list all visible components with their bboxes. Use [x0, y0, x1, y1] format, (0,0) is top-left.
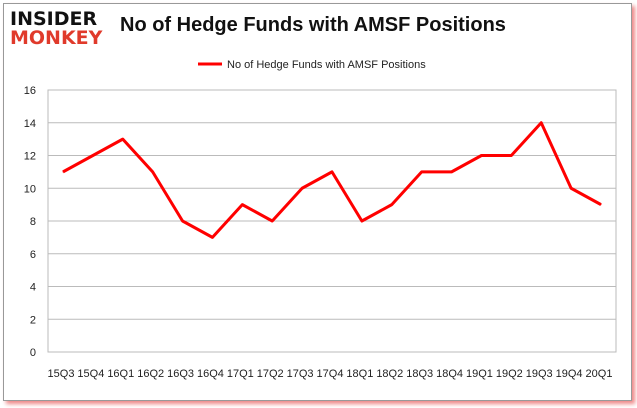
insider-monkey-logo: INSIDER MONKEY [10, 10, 102, 48]
x-tick-label: 17Q2 [257, 368, 284, 380]
x-tick-label: 19Q4 [556, 368, 583, 380]
data-point [62, 171, 64, 173]
x-tick-label: 20Q1 [586, 368, 613, 380]
data-point [570, 187, 572, 189]
data-point [361, 220, 363, 222]
x-tick-label: 18Q3 [406, 368, 433, 380]
x-tick-label: 16Q1 [107, 368, 134, 380]
x-tick-label: 15Q3 [48, 368, 75, 380]
y-tick-label: 16 [24, 85, 36, 97]
x-tick-label: 17Q3 [287, 368, 314, 380]
y-tick-label: 8 [30, 216, 36, 228]
data-point [540, 122, 542, 124]
series-line [62, 121, 602, 239]
data-point [92, 155, 94, 156]
y-tick-label: 6 [30, 249, 36, 261]
y-tick-label: 2 [30, 314, 36, 326]
data-point [271, 220, 273, 222]
data-point [510, 155, 512, 156]
x-tick-label: 18Q4 [436, 368, 463, 380]
data-point [122, 138, 124, 140]
logo-line1: INSIDER [10, 8, 98, 30]
data-point [211, 236, 213, 238]
data-point [480, 155, 482, 156]
data-point [152, 171, 154, 173]
x-tick-label: 16Q4 [197, 368, 224, 380]
x-tick-label: 17Q1 [227, 368, 254, 380]
y-tick-label: 12 [24, 151, 36, 163]
legend-label: No of Hedge Funds with AMSF Positions [227, 59, 426, 71]
x-tick-label: 19Q2 [496, 368, 523, 380]
x-tick-label: 15Q4 [77, 368, 104, 380]
data-point [421, 171, 423, 173]
data-point [301, 187, 303, 189]
x-tick-label: 18Q2 [376, 368, 403, 380]
x-tick-label: 17Q4 [317, 368, 344, 380]
x-tick-label: 16Q2 [137, 368, 164, 380]
data-point [600, 204, 602, 206]
logo-line2: MONKEY [10, 27, 103, 49]
y-tick-label: 10 [24, 183, 36, 195]
data-point [241, 204, 243, 206]
chart-frame [3, 3, 632, 401]
data-point [331, 171, 333, 173]
x-tick-label: 19Q3 [526, 368, 553, 380]
data-point [182, 220, 184, 222]
data-point [391, 204, 393, 206]
y-tick-label: 14 [24, 118, 36, 130]
x-tick-label: 19Q1 [466, 368, 493, 380]
data-point [451, 171, 453, 173]
chart-title: No of Hedge Funds with AMSF Positions [120, 14, 506, 36]
x-tick-label: 18Q1 [346, 368, 373, 380]
x-tick-label: 16Q3 [167, 368, 194, 380]
y-tick-label: 4 [30, 282, 36, 294]
y-tick-label: 0 [30, 347, 36, 359]
